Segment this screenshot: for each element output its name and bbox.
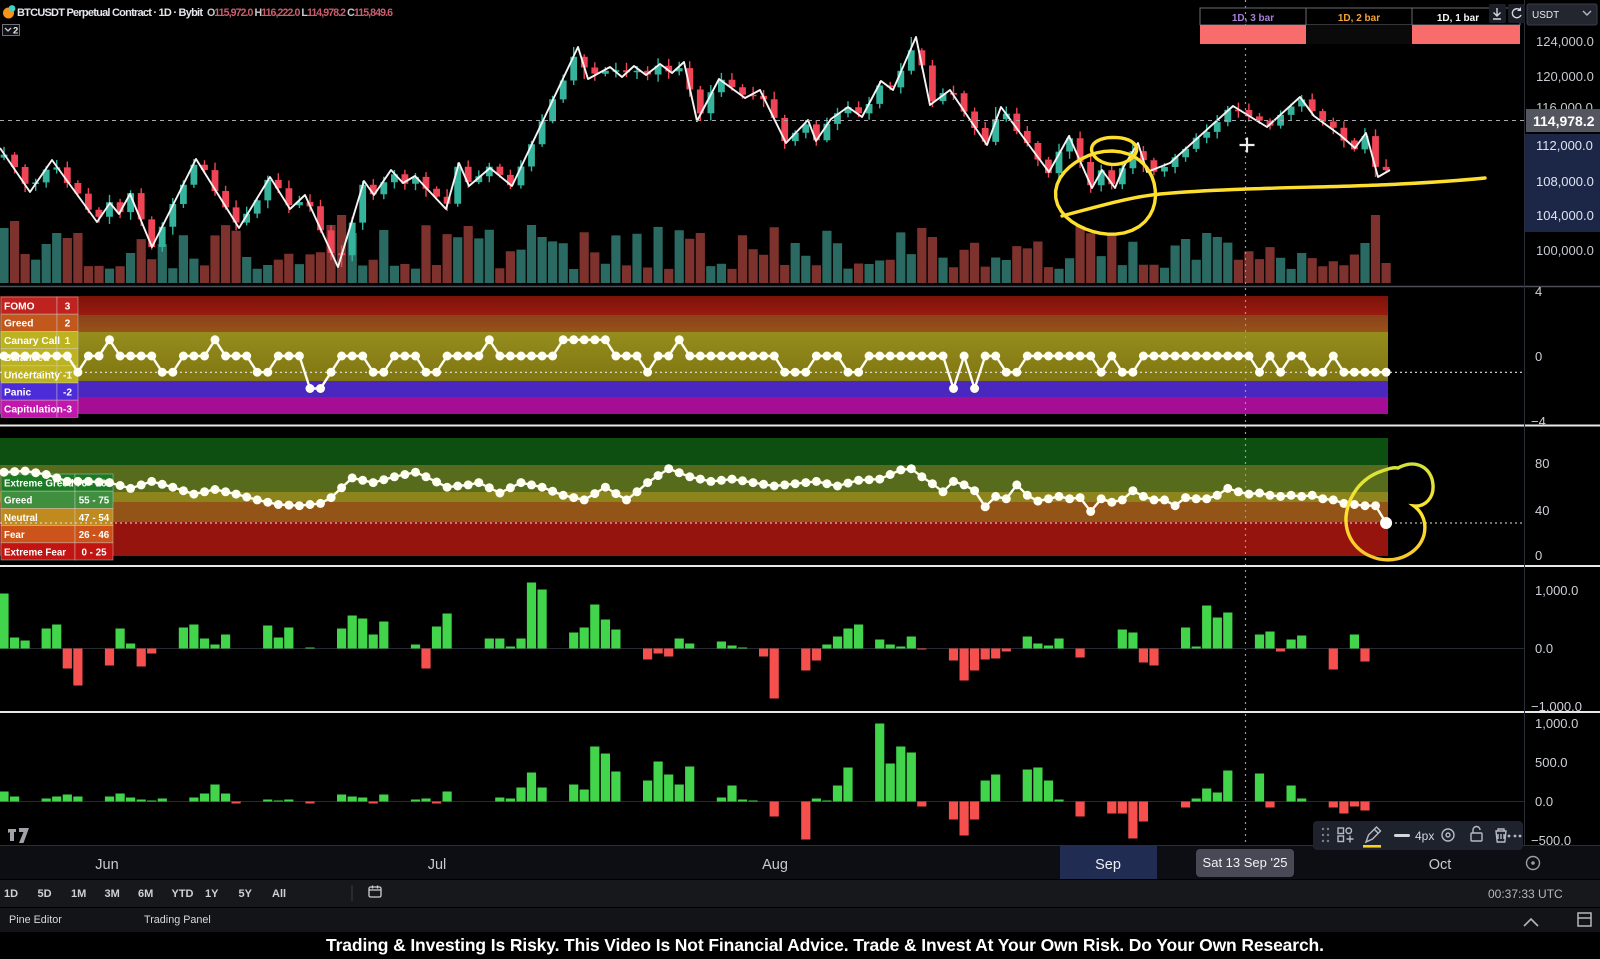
svg-text:BTCUSDT Perpetual Contract · 1: BTCUSDT Perpetual Contract · 1D · Bybit <box>17 7 203 19</box>
svg-text:40: 40 <box>1535 503 1549 518</box>
svg-text:47 - 54: 47 - 54 <box>79 513 110 524</box>
svg-text:Sep: Sep <box>1095 857 1121 873</box>
svg-text:5D: 5D <box>38 888 52 900</box>
svg-text:Jun: Jun <box>95 857 118 873</box>
svg-text:Extreme Greed: Extreme Greed <box>4 479 74 490</box>
svg-text:104,000.0: 104,000.0 <box>1536 208 1594 223</box>
svg-text:55 - 75: 55 - 75 <box>79 496 110 507</box>
svg-text:0 - 25: 0 - 25 <box>81 547 107 558</box>
svg-text:−4: −4 <box>1531 414 1546 429</box>
svg-text:Trading & Investing Is Risky.: Trading & Investing Is Risky. This Video… <box>326 935 1324 955</box>
svg-text:0: 0 <box>1535 548 1542 563</box>
svg-text:2: 2 <box>65 319 71 330</box>
svg-text:4px: 4px <box>1415 829 1434 843</box>
svg-text:Canary Call: Canary Call <box>4 336 60 347</box>
svg-text:Aug: Aug <box>762 857 788 873</box>
svg-text:All: All <box>272 888 286 900</box>
svg-text:Uncertainty: Uncertainty <box>4 370 60 381</box>
svg-text:O115,972.0 H116,222.0 L114,978: O115,972.0 H116,222.0 L114,978.2 C115,84… <box>207 7 393 19</box>
svg-text:0.0: 0.0 <box>1535 641 1553 656</box>
svg-text:124,000.0: 124,000.0 <box>1536 34 1594 49</box>
svg-text:5Y: 5Y <box>239 888 253 900</box>
svg-text:1D, 1 bar: 1D, 1 bar <box>1437 13 1479 24</box>
svg-text:1,000.0: 1,000.0 <box>1535 716 1578 731</box>
svg-text:Capitulation: Capitulation <box>4 405 63 416</box>
svg-text:FOMO: FOMO <box>4 302 35 313</box>
svg-text:1,000.0: 1,000.0 <box>1535 583 1578 598</box>
svg-text:Sat 13 Sep '25: Sat 13 Sep '25 <box>1203 855 1288 870</box>
svg-text:0: 0 <box>1535 349 1542 364</box>
svg-text:Neutral: Neutral <box>4 513 38 524</box>
svg-text:Panic: Panic <box>4 388 32 399</box>
svg-text:114,978.2: 114,978.2 <box>1533 113 1595 129</box>
svg-text:0.0: 0.0 <box>1535 794 1553 809</box>
svg-text:Oct: Oct <box>1429 857 1452 873</box>
svg-text:26 - 46: 26 - 46 <box>79 530 110 541</box>
svg-text:76 - 100: 76 - 100 <box>76 479 113 490</box>
svg-text:1: 1 <box>65 336 71 347</box>
svg-text:00:37:33 UTC: 00:37:33 UTC <box>1488 887 1563 901</box>
svg-text:6M: 6M <box>138 888 153 900</box>
svg-text:Greed: Greed <box>4 319 33 330</box>
svg-text:−1,000.0: −1,000.0 <box>1531 699 1582 714</box>
svg-text:−500.0: −500.0 <box>1531 833 1571 848</box>
svg-text:Trading Panel: Trading Panel <box>144 914 211 926</box>
svg-text:-3: -3 <box>63 405 72 416</box>
svg-text:-1: -1 <box>63 370 72 381</box>
svg-text:1Y: 1Y <box>205 888 219 900</box>
svg-text:Jul: Jul <box>428 857 447 873</box>
svg-text:USDT: USDT <box>1532 10 1559 21</box>
svg-text:2: 2 <box>13 26 18 37</box>
svg-text:-2: -2 <box>63 388 72 399</box>
svg-text:1M: 1M <box>71 888 86 900</box>
svg-text:4: 4 <box>1535 284 1542 299</box>
svg-text:Extreme Fear: Extreme Fear <box>4 547 66 558</box>
svg-text:3M: 3M <box>105 888 120 900</box>
svg-text:YTD: YTD <box>172 888 194 900</box>
svg-text:1D: 1D <box>4 888 18 900</box>
svg-text:1D, 2 bar: 1D, 2 bar <box>1338 13 1380 24</box>
svg-text:Greed: Greed <box>4 496 32 507</box>
svg-text:112,000.0: 112,000.0 <box>1536 138 1593 153</box>
svg-text:Fear: Fear <box>4 530 25 541</box>
svg-text:Pine Editor: Pine Editor <box>9 914 62 926</box>
svg-text:80: 80 <box>1535 456 1549 471</box>
svg-text:1D, 3 bar: 1D, 3 bar <box>1232 13 1274 24</box>
svg-text:500.0: 500.0 <box>1535 755 1568 770</box>
svg-text:100,000.0: 100,000.0 <box>1536 243 1594 258</box>
svg-text:120,000.0: 120,000.0 <box>1536 69 1594 84</box>
svg-text:108,000.0: 108,000.0 <box>1536 174 1594 189</box>
svg-text:3: 3 <box>65 302 71 313</box>
